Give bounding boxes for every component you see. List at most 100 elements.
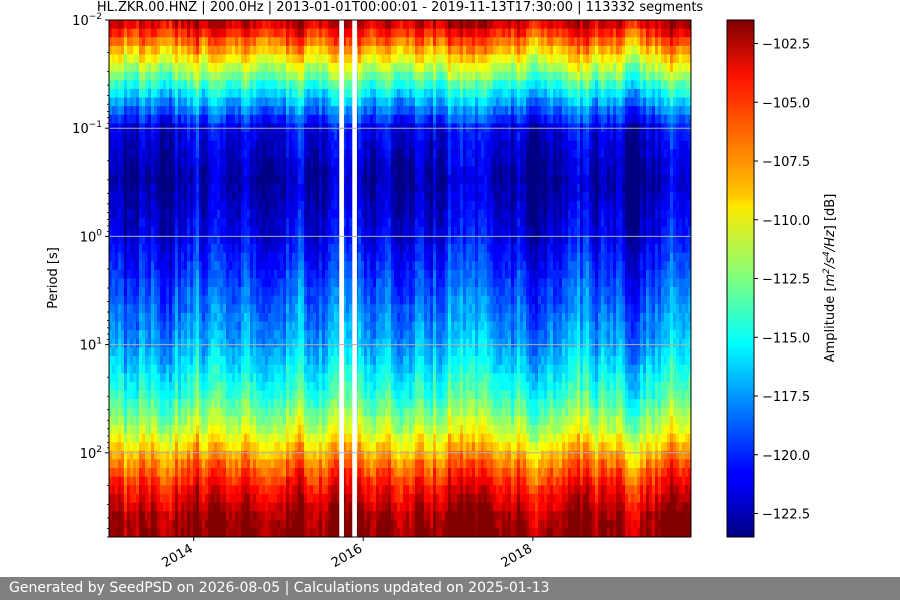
heatmap-cell — [109, 28, 113, 38]
heatmap-cell — [217, 54, 221, 64]
heatmap-cell — [124, 28, 128, 38]
heatmap-cell — [127, 235, 131, 245]
heatmap-cell — [214, 450, 218, 460]
heatmap-cell — [133, 235, 137, 245]
heatmap-cell — [226, 37, 230, 47]
heatmap-cell — [292, 528, 296, 538]
heatmap-cell — [307, 528, 311, 538]
heatmap-cell — [235, 97, 239, 107]
heatmap-cell — [280, 244, 284, 254]
heatmap-cell — [289, 63, 293, 73]
heatmap-cell — [118, 244, 122, 254]
heatmap-cell — [178, 519, 182, 529]
heatmap-cell — [169, 424, 173, 434]
heatmap-cell — [283, 218, 287, 228]
heatmap-cell — [343, 37, 347, 47]
heatmap-cell — [277, 149, 281, 159]
heatmap-cell — [109, 106, 113, 116]
heatmap-cell — [334, 261, 338, 271]
heatmap-cell — [274, 502, 278, 512]
heatmap-cell — [253, 304, 257, 314]
heatmap-cell — [223, 338, 227, 348]
heatmap-cell — [259, 54, 263, 64]
heatmap-cell — [346, 528, 350, 538]
heatmap-cell — [223, 433, 227, 443]
heatmap-cell — [133, 132, 137, 142]
heatmap-cell — [241, 399, 245, 409]
heatmap-cell — [223, 252, 227, 262]
heatmap-cell — [313, 304, 317, 314]
heatmap-cell — [325, 183, 329, 193]
heatmap-cell — [316, 390, 320, 400]
heatmap-cell — [214, 476, 218, 486]
heatmap-cell — [139, 519, 143, 529]
heatmap-cell — [121, 407, 125, 417]
heatmap-cell — [223, 183, 227, 193]
heatmap-cell — [274, 183, 278, 193]
heatmap-cell — [265, 468, 269, 478]
heatmap-cell — [163, 157, 167, 167]
heatmap-cell — [295, 140, 299, 150]
heatmap-cell — [289, 338, 293, 348]
heatmap-cell — [121, 20, 125, 30]
heatmap-cell — [184, 476, 188, 486]
heatmap-cell — [265, 330, 269, 340]
heatmap-cell — [262, 511, 266, 521]
heatmap-cell — [259, 20, 263, 30]
heatmap-cell — [331, 502, 335, 512]
heatmap-cell — [241, 88, 245, 98]
heatmap-cell — [217, 71, 221, 81]
heatmap-cell — [127, 218, 131, 228]
heatmap-cell — [253, 381, 257, 391]
heatmap-cell — [304, 450, 308, 460]
heatmap-cell — [292, 416, 296, 426]
heatmap-cell — [175, 209, 179, 219]
heatmap-cell — [250, 132, 254, 142]
heatmap-cell — [172, 476, 176, 486]
heatmap-cell — [124, 226, 128, 236]
heatmap-cell — [283, 442, 287, 452]
heatmap-cell — [241, 80, 245, 90]
heatmap-cell — [112, 511, 116, 521]
heatmap-cell — [346, 493, 350, 503]
heatmap-cell — [337, 261, 341, 271]
heatmap-cell — [193, 88, 197, 98]
heatmap-cell — [262, 63, 266, 73]
heatmap-cell — [142, 416, 146, 426]
heatmap-cell — [214, 244, 218, 254]
heatmap-cell — [223, 390, 227, 400]
heatmap-cell — [157, 485, 161, 495]
heatmap-cell — [217, 468, 221, 478]
heatmap-cell — [202, 183, 206, 193]
heatmap-cell — [235, 132, 239, 142]
heatmap-cell — [238, 485, 242, 495]
heatmap-cell — [322, 45, 326, 55]
heatmap-cell — [253, 106, 257, 116]
heatmap-cell — [295, 287, 299, 297]
heatmap-cell — [208, 140, 212, 150]
heatmap-cell — [358, 140, 362, 150]
heatmap-cell — [160, 149, 164, 159]
heatmap-cell — [244, 312, 248, 322]
heatmap-cell — [286, 209, 290, 219]
heatmap-cell — [262, 183, 266, 193]
heatmap-cell — [223, 502, 227, 512]
heatmap-cell — [298, 209, 302, 219]
heatmap-cell — [151, 114, 155, 124]
heatmap-cell — [118, 97, 122, 107]
heatmap-cell — [142, 399, 146, 409]
heatmap-cell — [202, 373, 206, 383]
heatmap-cell — [202, 338, 206, 348]
heatmap-cell — [124, 330, 128, 340]
heatmap-cell — [214, 287, 218, 297]
heatmap-cell — [280, 37, 284, 47]
heatmap-cell — [295, 97, 299, 107]
heatmap-cell — [331, 140, 335, 150]
heatmap-cell — [172, 502, 176, 512]
heatmap-cell — [241, 476, 245, 486]
heatmap-cell — [169, 63, 173, 73]
heatmap-cell — [211, 321, 215, 331]
heatmap-cell — [229, 459, 233, 469]
heatmap-cell — [310, 338, 314, 348]
heatmap-cell — [169, 528, 173, 538]
